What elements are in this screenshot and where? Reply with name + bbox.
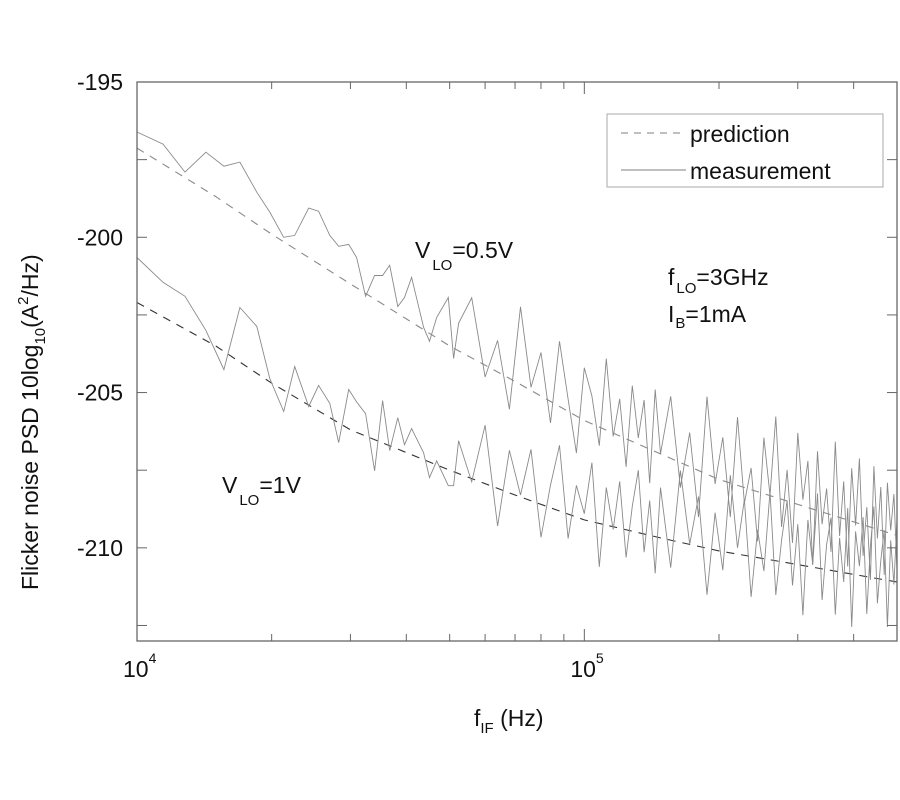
- plot-frame: [136, 81, 898, 642]
- y-tick-label: -205: [77, 380, 123, 406]
- annotation-vlo-1v: VLO=1V: [222, 472, 302, 509]
- y-tick-label: -200: [77, 224, 123, 250]
- series-pred-1V: [136, 302, 898, 583]
- y-axis-label: Flicker noise PSD 10log10(A2/Hz): [15, 254, 49, 590]
- x-tick-label: 105: [570, 650, 604, 682]
- legend-prediction-label: prediction: [690, 121, 790, 147]
- legend: prediction measurement: [606, 113, 884, 188]
- y-tick-label: -210: [77, 535, 123, 561]
- series-meas-1V: [136, 257, 898, 628]
- axis-ticks: 104 105 -195 -200 -205 -210: [77, 69, 898, 682]
- x-tick-label: 104: [123, 650, 157, 682]
- y-tick-label: -195: [77, 69, 123, 95]
- legend-box: [606, 113, 884, 188]
- legend-measurement-label: measurement: [690, 158, 831, 184]
- annotation-flo: f LO=3GHz: [668, 264, 769, 297]
- plot-marks: [136, 131, 898, 628]
- series-pred-0.5V: [136, 147, 898, 536]
- annotation-ib: IB=1mA: [668, 301, 747, 332]
- series-meas-0.5V: [136, 131, 898, 580]
- x-axis-label: fIF (Hz): [474, 705, 544, 737]
- annotation-vlo-0.5v: VLO=0.5V: [415, 237, 514, 274]
